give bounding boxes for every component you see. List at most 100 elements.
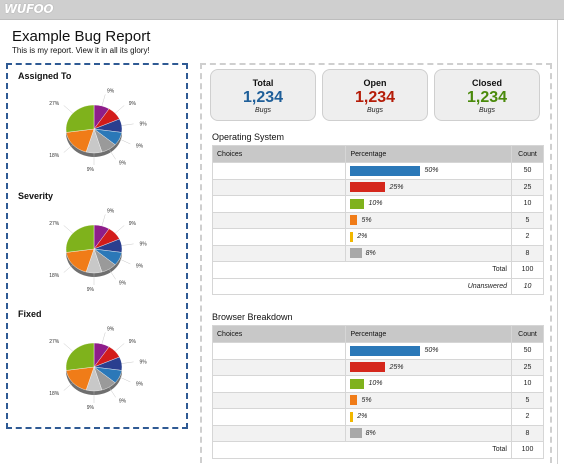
pie-title: Fixed (18, 309, 42, 319)
pie-slice-label: 9% (140, 359, 148, 365)
table-row: 10% 10 (211, 375, 544, 393)
percentage-bar (350, 248, 362, 259)
header-percentage[interactable]: Percentage (345, 145, 512, 163)
count-cell: 50 (511, 162, 544, 180)
count-cell: 5 (511, 391, 544, 409)
percentage-label: 10% (368, 200, 383, 208)
pie-block-fixed: Fixed 9% 9% 9% 9% 9% 9% 18% 27% (18, 309, 178, 421)
pie-slice-label: 9% (136, 382, 144, 388)
pie-leader-line (101, 332, 106, 345)
pie-leader-line (119, 138, 131, 145)
percentage-bar (350, 165, 421, 176)
pie-leader-line (119, 258, 131, 265)
pie-leader-line (63, 264, 73, 273)
pie-leader-line (108, 149, 116, 160)
pie-slice-label: 9% (136, 144, 144, 150)
percentage-bar (350, 378, 365, 389)
unanswered-row: Unanswered 10 (212, 277, 544, 295)
stat-label: Total (252, 78, 274, 88)
choice-cell (211, 244, 347, 262)
total-row: Total 100 (212, 441, 544, 459)
pie-chart-assigned-to: 9% 9% 9% 9% 9% 9% 18% 27% (49, 89, 147, 173)
pie-leader-line (63, 105, 73, 114)
table-row: 2% 2 (211, 228, 544, 246)
pie-slice-label: 27% (49, 221, 60, 227)
choice-cell (211, 358, 347, 376)
choice-cell (211, 342, 347, 360)
report-title: Example Bug Report (12, 28, 151, 45)
pie-leader-line (115, 225, 125, 234)
pie-leader-line (121, 361, 134, 364)
percentage-bar (350, 411, 354, 422)
stat-total: Total 1,234 Bugs (210, 69, 316, 121)
report-details-panel (200, 63, 552, 463)
stat-value: 1,234 (242, 89, 284, 106)
table-row: 25% 25 (211, 178, 544, 196)
pie-slice-label: 9% (107, 89, 115, 95)
percentage-bar (350, 182, 386, 193)
total-label: Total (212, 261, 512, 279)
percentage-label: 2% (357, 233, 368, 241)
pie-slice-label: 9% (87, 287, 95, 293)
pie-slice (65, 104, 95, 133)
count-cell: 2 (511, 408, 544, 426)
stat-label: Open (363, 78, 387, 88)
percentage-label: 5% (361, 216, 372, 224)
pie-slice-label: 18% (49, 153, 60, 159)
header-choices[interactable]: Choices (211, 325, 347, 343)
count-cell: 5 (511, 211, 544, 229)
choice-cell (211, 162, 347, 180)
count-cell: 10 (511, 195, 544, 213)
percentage-bar (350, 231, 354, 242)
header-count[interactable]: Count (511, 325, 544, 343)
stat-value: 1,234 (466, 89, 508, 106)
count-cell: 8 (511, 424, 544, 442)
table-row: 50% 50 (211, 162, 544, 180)
operating-system-table: Choices Percentage Count 50% 50 25% 25 1… (211, 145, 544, 295)
pie-leader-line (63, 225, 73, 234)
total-row: Total 100 (212, 261, 544, 279)
pie-leader-line (115, 105, 125, 114)
total-label: Total (212, 441, 512, 459)
top-bar: WUFOO (0, 0, 564, 20)
pie-leader-line (121, 123, 134, 126)
percentage-bar (350, 428, 362, 439)
pie-slice-label: 9% (87, 167, 95, 173)
pie-slice-label: 9% (107, 327, 115, 333)
choice-cell (211, 211, 347, 229)
pie-charts-panel: Assigned To 9% 9% 9% 9% 9% 9% 18% 27% Severity … (6, 63, 188, 429)
count-cell: 2 (511, 228, 544, 246)
pie-title: Assigned To (18, 71, 72, 81)
pie-slice-label: 27% (49, 101, 60, 107)
table-row: 50% 50 (211, 342, 544, 360)
count-cell: 10 (511, 375, 544, 393)
percentage-label: 8% (365, 429, 376, 437)
percentage-bar (350, 345, 421, 356)
table-row: 8% 8 (211, 424, 544, 442)
choice-cell (211, 408, 347, 426)
header-count[interactable]: Count (511, 145, 544, 163)
percentage-label: 25% (389, 183, 404, 191)
stat-open: Open 1,234 Bugs (322, 69, 428, 121)
pie-slice-label: 27% (49, 339, 60, 345)
pie-slice-label: 9% (119, 281, 127, 287)
pie-chart-fixed: 9% 9% 9% 9% 9% 9% 18% 27% (49, 327, 148, 411)
pie-slice-label: 9% (129, 221, 137, 227)
percentage-label: 8% (365, 249, 376, 257)
report-subtitle: This is my report. View it in all its gl… (12, 46, 150, 55)
pie-block-severity: Severity 9% 9% 9% 9% 9% 9% 18% 27% (18, 191, 178, 303)
percentage-bar (350, 198, 365, 209)
stat-value: 1,234 (354, 89, 396, 106)
pie-leader-line (63, 144, 73, 153)
count-cell: 8 (511, 244, 544, 262)
table-row: 10% 10 (211, 195, 544, 213)
percentage-label: 50% (424, 167, 439, 175)
table-row: 2% 2 (211, 408, 544, 426)
pie-slice-label: 9% (119, 161, 127, 167)
header-choices[interactable]: Choices (211, 145, 347, 163)
percentage-bar (350, 395, 358, 406)
choice-cell (211, 375, 347, 393)
pie-leader-line (101, 214, 106, 227)
header-percentage[interactable]: Percentage (345, 325, 512, 343)
wufoo-logo[interactable]: WUFOO (4, 2, 54, 16)
